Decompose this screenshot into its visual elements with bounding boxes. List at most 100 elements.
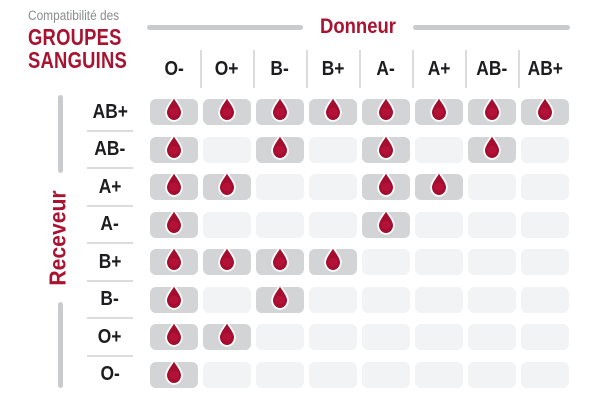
- row-label-text: O+: [98, 325, 122, 348]
- cell-AB--from-A-: [362, 132, 410, 163]
- column-header-label: AB-: [476, 57, 508, 80]
- cell-B+-from-A+: [415, 249, 463, 275]
- cell-O+-from-AB-: [468, 324, 516, 350]
- blood-drop-icon: [165, 357, 183, 385]
- cell-B--from-O-: [150, 282, 198, 313]
- blood-drop-icon: [483, 94, 501, 122]
- cell-B+-from-O-: [150, 244, 198, 275]
- cell-AB--from-AB+: [521, 136, 569, 163]
- cell-B--from-B+: [309, 286, 357, 313]
- cell-O+-from-B+: [309, 324, 357, 350]
- cell-AB+-from-A+: [415, 94, 463, 125]
- row-label-AB+: AB+: [87, 99, 133, 132]
- column-header-label: A-: [376, 57, 396, 80]
- row-label-B-: B-: [87, 287, 133, 319]
- blood-drop-icon: [165, 319, 183, 347]
- cell-A--from-A-: [362, 207, 410, 238]
- cell-B--from-AB-: [468, 286, 516, 313]
- blood-drop-icon: [430, 94, 448, 122]
- blood-drop-icon: [165, 207, 183, 235]
- blood-drop-icon: [483, 132, 501, 160]
- cell-AB+-from-AB+: [521, 94, 569, 125]
- column-header-O+: O+: [203, 50, 255, 88]
- blood-drop-icon: [324, 94, 342, 122]
- row-label-text: B-: [100, 288, 120, 310]
- cell-B+-from-O+: [203, 244, 251, 275]
- grid-row-B+: [150, 244, 569, 275]
- cell-A--from-AB-: [468, 211, 516, 238]
- cell-O--from-O-: [150, 357, 198, 388]
- cell-O--from-O+: [203, 361, 251, 388]
- cell-B--from-A+: [415, 286, 463, 313]
- blood-drop-icon: [377, 207, 395, 235]
- cell-B+-from-B-: [256, 244, 304, 275]
- grid-row-B-: [150, 282, 569, 313]
- cell-AB+-from-A-: [362, 94, 410, 125]
- donor-axis-line-right: [413, 25, 570, 30]
- cell-AB--from-A+: [415, 136, 463, 163]
- cell-AB+-from-AB-: [468, 94, 516, 125]
- cell-A+-from-AB-: [468, 174, 516, 200]
- blood-drop-icon: [218, 319, 236, 347]
- cell-A--from-O-: [150, 207, 198, 238]
- column-header-label: A+: [427, 57, 451, 80]
- blood-drop-icon: [377, 94, 395, 122]
- grid-row-AB-: [150, 132, 569, 163]
- cell-AB--from-O+: [203, 136, 251, 163]
- column-header-label: B-: [270, 57, 290, 80]
- cell-AB--from-B-: [256, 132, 304, 163]
- cell-AB+-from-O+: [203, 94, 251, 125]
- blood-drop-icon: [218, 244, 236, 272]
- column-header-AB-: AB-: [468, 50, 520, 88]
- column-header-O-: O-: [150, 50, 202, 88]
- cell-B+-from-AB+: [521, 249, 569, 275]
- blood-drop-icon: [271, 132, 289, 160]
- title-eyebrow: Compatibilité des: [28, 8, 120, 23]
- donor-axis-label: Donneur: [320, 15, 396, 38]
- cell-AB+-from-B-: [256, 94, 304, 125]
- cell-A+-from-A+: [415, 169, 463, 200]
- receiver-axis-line-bottom: [58, 302, 63, 388]
- cell-A--from-A+: [415, 211, 463, 238]
- grid-row-A+: [150, 169, 569, 200]
- cell-B+-from-B+: [309, 244, 357, 275]
- cell-B+-from-A-: [362, 249, 410, 275]
- blood-drop-icon: [377, 169, 395, 197]
- grid-row-O-: [150, 357, 569, 388]
- cell-B--from-B-: [256, 282, 304, 313]
- cell-O+-from-O-: [150, 319, 198, 350]
- cell-A+-from-B-: [256, 174, 304, 200]
- cell-B--from-A-: [362, 286, 410, 313]
- column-header-A-: A-: [362, 50, 414, 88]
- grid-row-O+: [150, 319, 569, 350]
- row-label-A+: A+: [87, 174, 133, 207]
- cell-A+-from-O+: [203, 169, 251, 200]
- cell-A+-from-B+: [309, 174, 357, 200]
- row-label-text: O-: [100, 363, 120, 385]
- blood-drop-icon: [165, 282, 183, 310]
- cell-A--from-O+: [203, 211, 251, 238]
- grid-row-AB+: [150, 94, 569, 125]
- column-header-B+: B+: [309, 50, 361, 88]
- page-title-line1: GROUPES: [28, 24, 122, 50]
- donor-axis-line-left: [147, 25, 303, 30]
- cell-O--from-A+: [415, 361, 463, 388]
- cell-O+-from-B-: [256, 324, 304, 350]
- row-label-A-: A-: [87, 212, 133, 244]
- column-header-label: O-: [164, 57, 184, 80]
- blood-drop-icon: [271, 94, 289, 122]
- blood-drop-icon: [218, 169, 236, 197]
- blood-drop-icon: [165, 169, 183, 197]
- receiver-axis-label: Receveur: [44, 190, 71, 286]
- compatibility-grid: [150, 94, 569, 399]
- column-header-label: AB+: [527, 57, 563, 80]
- column-header-A+: A+: [415, 50, 467, 88]
- cell-AB+-from-B+: [309, 94, 357, 125]
- cell-O--from-B+: [309, 361, 357, 388]
- blood-drop-icon: [165, 132, 183, 160]
- cell-A+-from-AB+: [521, 174, 569, 200]
- blood-drop-icon: [271, 244, 289, 272]
- blood-drop-icon: [165, 94, 183, 122]
- cell-A+-from-O-: [150, 169, 198, 200]
- cell-AB+-from-O-: [150, 94, 198, 125]
